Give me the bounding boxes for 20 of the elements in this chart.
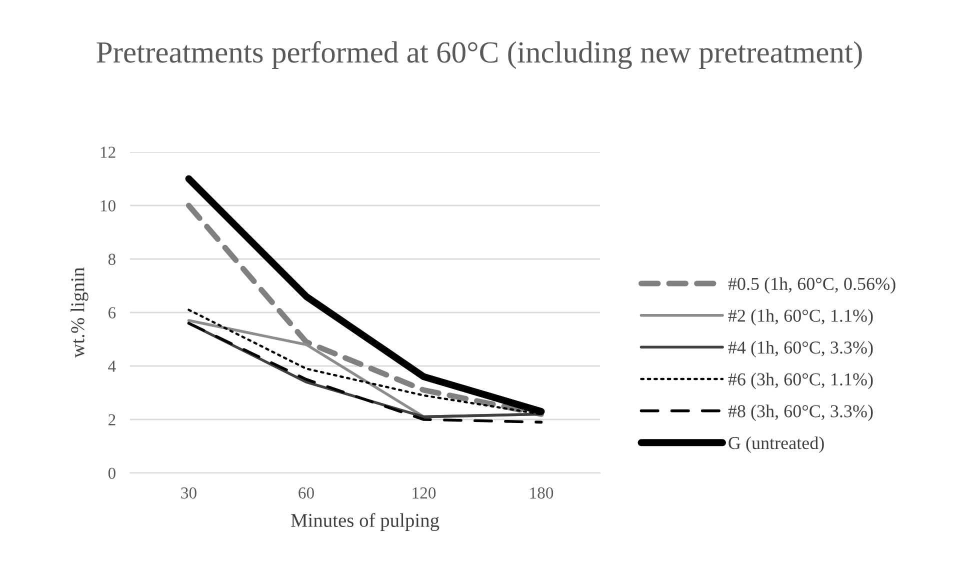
y-tick-label: 10 — [100, 200, 116, 212]
legend-label: G (untreated) — [728, 436, 824, 453]
y-tick-label: 0 — [108, 468, 116, 479]
y-tick-label: 6 — [108, 307, 116, 318]
y-tick-label: 4 — [108, 360, 116, 372]
y-tick-label: 8 — [108, 254, 116, 265]
y-tick-label: 2 — [108, 414, 116, 426]
legend-label: #0.5 (1h, 60°C, 0.56%) — [728, 277, 896, 294]
x-tick-label: 180 — [530, 487, 554, 499]
x-tick-label: 30 — [181, 487, 196, 499]
x-tick-label: 120 — [412, 487, 436, 499]
legend-label: #4 (1h, 60°C, 3.3%) — [728, 340, 873, 358]
x-tick-label: 60 — [298, 487, 314, 499]
legend-label: #2 (1h, 60°C, 1.1%) — [728, 309, 873, 326]
y-tick-label: 12 — [100, 146, 116, 158]
legend-label: #6 (3h, 60°C, 1.1%) — [728, 372, 873, 390]
legend-label: #8 (3h, 60°C, 3.3%) — [728, 404, 873, 421]
chart-title: Pretreatments performed at 60°C (including new pretreatment) — [96, 40, 862, 70]
y-axis-title: wt.% lignin — [70, 267, 88, 358]
x-axis-title: Minutes of pulping — [291, 513, 440, 531]
